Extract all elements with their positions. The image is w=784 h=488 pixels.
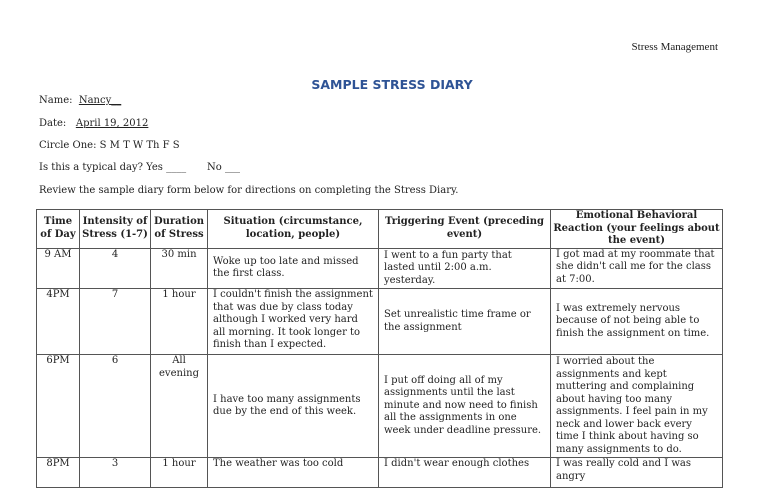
page-title: SAMPLE STRESS DIARY — [311, 77, 473, 92]
header-trigger: Triggering Event (preceding event) — [378, 209, 551, 249]
cell-reaction: I was extremely nervous because of not b… — [550, 288, 723, 355]
cell-reaction: I was really cold and I was angry — [550, 457, 723, 488]
cell-time: 6PM — [36, 354, 80, 458]
cell-intensity: 6 — [79, 354, 151, 458]
cell-intensity: 7 — [79, 288, 151, 355]
cell-trigger: I didn't wear enough clothes — [378, 457, 551, 488]
header-duration: Duration of Stress — [150, 209, 208, 249]
name-label: Name: — [39, 95, 73, 106]
cell-situation: I have too many assignments due by the e… — [207, 354, 379, 458]
table-row: 8PM 3 1 hour The weather was too cold I … — [36, 457, 723, 488]
typical-day-no: No ___ — [207, 162, 240, 173]
cell-reaction: I got mad at my roommate that she didn't… — [550, 247, 723, 289]
cell-trigger: I went to a fun party that lasted until … — [378, 247, 551, 289]
cell-situation: I couldn't finish the assignment that wa… — [207, 288, 379, 355]
cell-time: 9 AM — [36, 247, 80, 289]
date-value: April 19, 2012 — [75, 118, 149, 129]
header-intensity: Intensity of Stress (1-7) — [79, 209, 151, 249]
table-row: 4PM 7 1 hour I couldn't finish the assig… — [36, 288, 723, 355]
date-label: Date: — [39, 118, 67, 129]
cell-situation: Woke up too late and missed the first cl… — [207, 247, 379, 289]
cell-situation: The weather was too cold — [207, 457, 379, 488]
typical-day-question: Is this a typical day? Yes ____ — [39, 162, 187, 173]
table-row: 9 AM 4 30 min Woke up too late and misse… — [36, 247, 723, 289]
page-header: Stress Management — [631, 41, 718, 53]
name-line: Name: Nancy__ — [39, 95, 121, 106]
cell-duration: 1 hour — [150, 457, 208, 488]
cell-duration: 1 hour — [150, 288, 208, 355]
instructions: Review the sample diary form below for d… — [39, 185, 459, 196]
cell-intensity: 3 — [79, 457, 151, 488]
name-value: Nancy__ — [78, 95, 122, 106]
circle-one: Circle One: S M T W Th F S — [39, 140, 180, 151]
cell-duration: All evening — [150, 354, 208, 458]
cell-intensity: 4 — [79, 247, 151, 289]
cell-trigger: I put off doing all of my assignments un… — [378, 354, 551, 458]
stress-diary-table: Time of Day Intensity of Stress (1-7) Du… — [36, 209, 723, 488]
cell-time: 8PM — [36, 457, 80, 488]
cell-time: 4PM — [36, 288, 80, 355]
date-line: Date: April 19, 2012 — [39, 118, 148, 129]
cell-reaction: I worried about the assignments and kept… — [550, 354, 723, 458]
header-situation: Situation (circumstance, location, peopl… — [207, 209, 379, 249]
header-time: Time of Day — [36, 209, 80, 249]
header-reaction: Emotional Behavioral Reaction (your feel… — [550, 209, 723, 249]
table-header-row: Time of Day Intensity of Stress (1-7) Du… — [36, 209, 723, 249]
table-row: 6PM 6 All evening I have too many assign… — [36, 354, 723, 458]
cell-trigger: Set unrealistic time frame or the assign… — [378, 288, 551, 355]
cell-duration: 30 min — [150, 247, 208, 289]
